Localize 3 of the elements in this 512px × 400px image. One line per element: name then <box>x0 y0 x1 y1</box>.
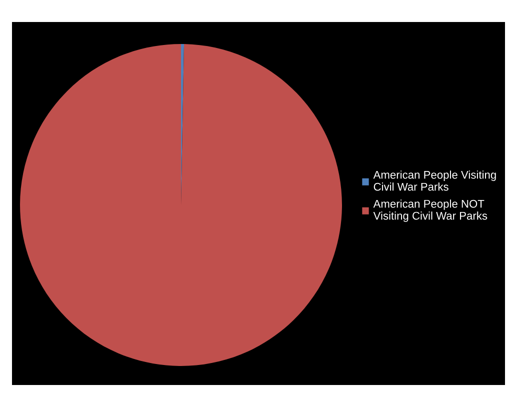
legend-label: American People Visiting Civil War Parks <box>373 170 496 191</box>
pie-slice <box>20 44 342 366</box>
legend-label: American People NOT Visiting Civil War Parks <box>373 200 488 222</box>
